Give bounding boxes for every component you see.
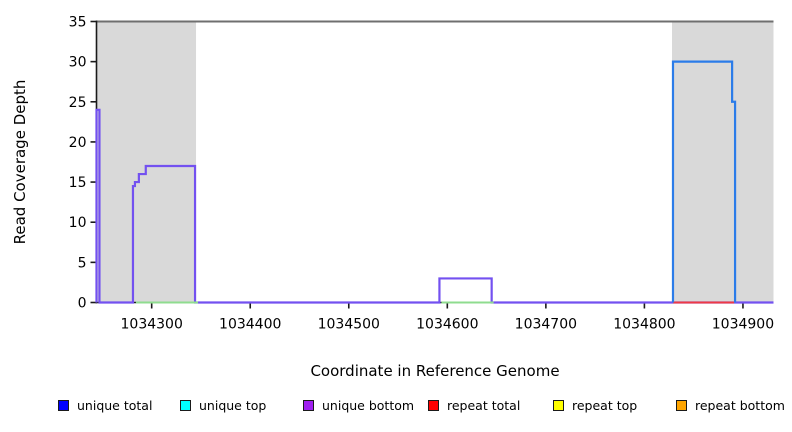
- unique-top-swatch-icon: [180, 399, 191, 411]
- y-tick-label: 25: [69, 95, 87, 111]
- unique-bottom-swatch-icon: [303, 399, 314, 411]
- coverage-chart: 0 5 10 15 20 25 30 35 1034300 1034400 1034500 10346…: [11, 15, 774, 381]
- legend-label: unique bottom: [322, 397, 415, 413]
- x-tick-label: 1034800: [613, 317, 675, 333]
- legend-item-repeat-bottom: repeat bottom: [676, 395, 785, 415]
- unique-total-swatch-icon: [58, 399, 69, 411]
- y-tick-label: 30: [69, 55, 87, 71]
- x-tick-label: 1034300: [121, 317, 183, 333]
- x-tick-label: 1034600: [416, 317, 478, 333]
- y-tick-label: 15: [69, 175, 87, 191]
- y-tick-label: 35: [69, 15, 87, 31]
- coverage-lines: [95, 60, 774, 304]
- axes: 0 5 10 15 20 25 30 35 1034300 1034400 1034500 10346…: [69, 15, 774, 333]
- y-tick-label: 5: [78, 255, 87, 271]
- y-tick-label: 20: [69, 135, 87, 151]
- x-axis-title: Coordinate in Reference Genome: [310, 362, 559, 380]
- legend-item-repeat-total: repeat total: [428, 395, 520, 415]
- unique-bottom-step-line: [95, 108, 774, 304]
- x-tick-label: 1034700: [515, 317, 577, 333]
- shaded-repeat-regions: [96, 20, 774, 303]
- legend-label: repeat bottom: [695, 397, 785, 413]
- legend-label: unique total: [77, 397, 153, 413]
- legend-item-unique-top: unique top: [180, 395, 266, 415]
- repeat-bottom-swatch-icon: [676, 399, 687, 411]
- y-tick-label: 10: [69, 215, 87, 231]
- legend-item-unique-bottom: unique bottom: [303, 395, 414, 415]
- repeat-region-left: [96, 21, 197, 303]
- x-tick-label: 1034500: [318, 317, 380, 333]
- legend-item-unique-total: unique total: [58, 395, 152, 415]
- repeat-total-swatch-icon: [428, 399, 439, 411]
- unique-total-box-line: [671, 60, 737, 303]
- legend-item-repeat-top: repeat top: [553, 395, 637, 415]
- y-axis-title: Read Coverage Depth: [11, 80, 29, 245]
- legend-label: repeat top: [572, 397, 638, 413]
- legend-label: unique top: [199, 397, 267, 413]
- repeat-region-right: [671, 21, 774, 303]
- legend: unique total unique top unique bottom re…: [0, 395, 792, 419]
- legend-label: repeat total: [447, 397, 521, 413]
- repeat-top-swatch-icon: [553, 399, 564, 411]
- x-tick-label: 1034400: [219, 317, 281, 333]
- x-tick-label: 1034900: [712, 317, 774, 333]
- y-tick-label: 0: [78, 296, 87, 312]
